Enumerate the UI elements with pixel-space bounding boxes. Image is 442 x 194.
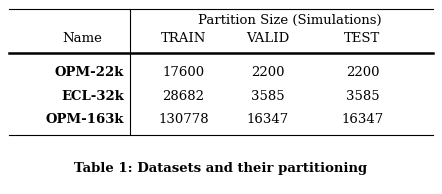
Text: 16347: 16347 xyxy=(246,113,289,126)
Text: Name: Name xyxy=(62,32,102,45)
Text: VALID: VALID xyxy=(246,32,289,45)
Text: Partition Size (Simulations): Partition Size (Simulations) xyxy=(198,14,381,27)
Text: 17600: 17600 xyxy=(162,66,205,79)
Text: OPM-22k: OPM-22k xyxy=(54,66,124,79)
Text: 28682: 28682 xyxy=(162,89,205,103)
Text: Table 1: Datasets and their partitioning: Table 1: Datasets and their partitioning xyxy=(74,162,368,175)
Text: TRAIN: TRAIN xyxy=(161,32,206,45)
Text: 3585: 3585 xyxy=(251,89,284,103)
Text: TEST: TEST xyxy=(344,32,381,45)
Text: 130778: 130778 xyxy=(158,113,209,126)
Text: 16347: 16347 xyxy=(341,113,384,126)
Text: OPM-163k: OPM-163k xyxy=(45,113,124,126)
Text: 3585: 3585 xyxy=(346,89,379,103)
Text: ECL-32k: ECL-32k xyxy=(61,89,124,103)
Text: 2200: 2200 xyxy=(346,66,379,79)
Text: 2200: 2200 xyxy=(251,66,284,79)
